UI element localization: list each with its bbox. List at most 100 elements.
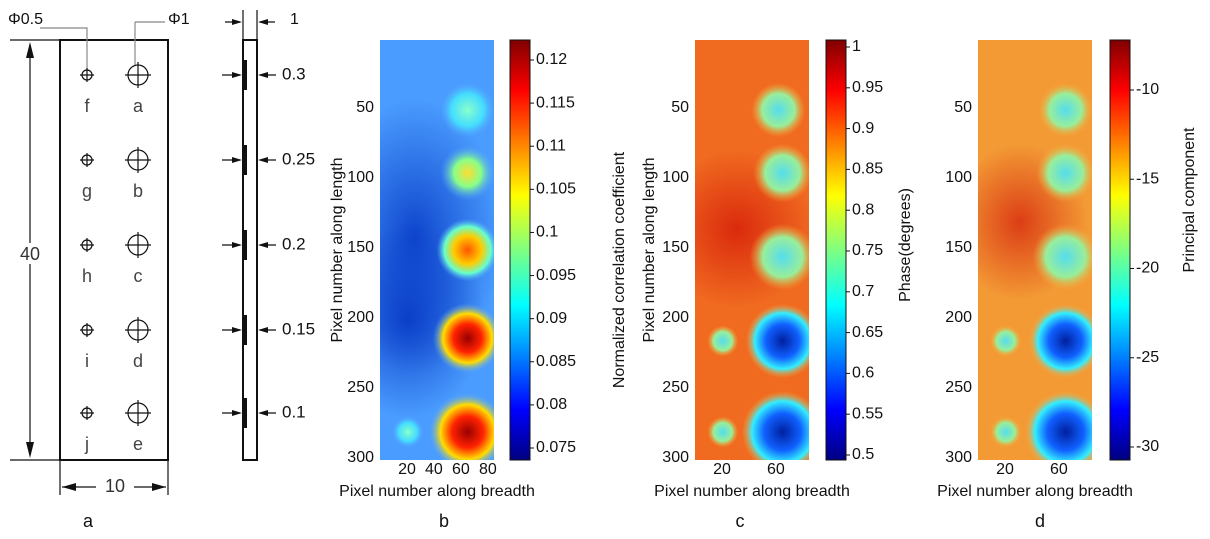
colorbar-tick-label: 0.65 [852,324,883,341]
blobs [978,82,1092,460]
depth-label: 0.15 [282,319,315,338]
hole-large [125,147,151,173]
colorbar-title: Principal component [1181,127,1198,273]
colorbar [825,39,847,461]
flaw [242,230,247,260]
blob [990,325,1022,357]
hole-letter: a [133,96,144,116]
hole-letter: f [84,96,90,116]
x-axis-title: Pixel number along breadth [937,483,1133,500]
y-tick-label: 50 [356,99,374,116]
heatmap [380,40,494,460]
depth-label: 0.2 [282,234,306,253]
depth-arrowhead [232,242,268,248]
y-tick-label: 50 [954,99,972,116]
hole-cross [80,406,94,420]
depth-arrowhead [232,410,268,416]
colorbar-tick-label: 0.075 [536,439,576,456]
x-axis-title: Pixel number along breadth [654,483,850,500]
depth-arrowhead [232,72,268,78]
hole-cross [80,323,94,337]
colorbar-tick-label: 0.75 [852,242,883,259]
colorbar-tick-label: 0.095 [536,267,576,284]
blob [749,223,809,291]
y-tick-label: 300 [662,449,689,466]
y-tick-label: 100 [945,169,972,186]
colorbar-tick-label: 0.6 [852,365,874,382]
hole-small [80,406,94,420]
hole-cross [80,153,94,167]
colorbar-tick-label: 0.08 [536,396,567,413]
panels: Φ0.5 Φ1 40 10 1 f a 0.3 g b 0.25 h c 0.2 i d 0.15 j e 0.1 a 5… [8,11,1198,531]
colorbar-tick-label: 0.85 [852,161,883,178]
x-tick-label: 60 [452,461,470,478]
blob [440,145,494,201]
hole-small [80,153,94,167]
colorbar-tick-label: 0.11 [536,137,566,154]
x-tick-label: 20 [996,461,1014,478]
blob [707,416,739,448]
hole-cross [125,62,151,88]
y-tick-label: 100 [347,169,374,186]
y-tick-label: 150 [945,239,972,256]
y-axis-title: Pixel number along length [641,157,658,342]
flaw [242,315,247,345]
blob [1028,303,1092,379]
hole-cross [80,68,94,82]
hole-letter: h [82,266,92,286]
blobs [695,82,809,460]
colorbar-tick-label: -20 [1136,260,1159,277]
hole-letter: e [133,434,143,454]
x-tick-label: 40 [425,461,443,478]
x-tick-label: 60 [767,461,785,478]
y-tick-label: 250 [347,379,374,396]
x-tick-label: 20 [398,461,416,478]
blob [432,302,494,374]
y-tick-label: 200 [662,309,689,326]
hole-large [125,317,151,343]
panel-label: c [736,511,745,531]
flaw [242,145,247,175]
depth-label: 0.3 [282,64,306,83]
heatmap [978,40,1092,460]
y-tick-label: 300 [945,449,972,466]
blob [1038,82,1092,138]
blob [440,82,494,138]
blob [428,392,494,460]
colorbar-tick-label: 0.1 [536,224,558,241]
y-tick-label: 250 [662,379,689,396]
colorbar-tick-label: 0.115 [536,94,575,111]
blob [753,143,809,203]
colorbar-tick-label: -15 [1136,170,1159,187]
colorbar [1109,39,1131,461]
colorbar-tick-label: 0.09 [536,310,567,327]
depth-label: 0.1 [282,402,306,421]
blob [751,82,806,138]
colorbar-tick-label: 0.105 [536,181,576,198]
y-tick-label: 300 [347,449,374,466]
y-tick-label: 200 [347,309,374,326]
specimen-drawing [10,10,275,495]
colorbar-tick-label: 0.55 [852,405,883,422]
colorbar-tick-label: 0.95 [852,79,883,96]
x-axis-title: Pixel number along breadth [339,483,535,500]
colorbar-tick-label: 0.12 [536,51,567,68]
colorbar-tick-label: -30 [1136,438,1159,455]
x-tick-label: 60 [1050,461,1068,478]
x-tick-label: 20 [713,461,731,478]
dim-label: Φ0.5 [8,11,43,28]
blob [1032,223,1092,291]
flaw [242,398,247,428]
hole-cross [80,238,94,252]
hole-letter: b [133,181,143,201]
x-tick-label: 80 [479,461,497,478]
colorbar-tick-label: 0.085 [536,353,576,370]
hole-cross [125,400,151,426]
blob [707,325,739,357]
hole-letter: j [84,434,89,454]
blob [745,303,809,379]
hole-small [80,238,94,252]
colorbar-tick-label: 0.9 [852,120,874,137]
blob [1036,143,1092,203]
